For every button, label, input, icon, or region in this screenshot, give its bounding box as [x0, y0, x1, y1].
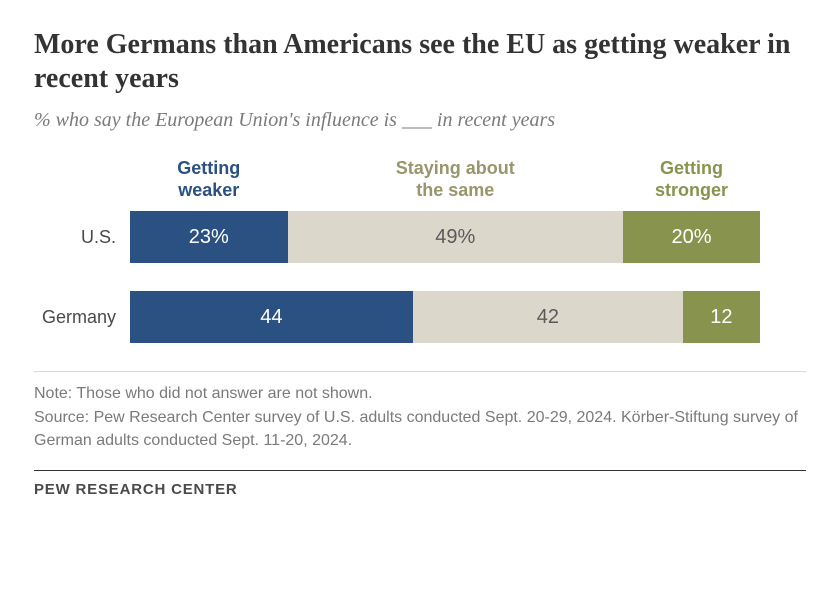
legend-item: Staying aboutthe same: [288, 158, 624, 201]
bar-segment: 23%: [130, 211, 288, 263]
row-label: U.S.: [34, 227, 130, 248]
bar-segment: 42: [413, 291, 683, 343]
bar-segment: 12: [683, 291, 760, 343]
bar-segment: 20%: [623, 211, 760, 263]
chart-note: Note: Those who did not answer are not s…: [34, 371, 806, 452]
bar-row: Germany444212: [130, 291, 760, 343]
bar-row: U.S.23%49%20%: [130, 211, 760, 263]
chart-title: More Germans than Americans see the EU a…: [34, 28, 806, 95]
bar-wrap: 444212: [130, 291, 760, 343]
legend-item: Gettingstronger: [623, 158, 760, 201]
legend-item: Gettingweaker: [130, 158, 288, 201]
row-label: Germany: [34, 307, 130, 328]
legend-row: GettingweakerStaying aboutthe sameGettin…: [130, 158, 760, 201]
bar-segment: 49%: [288, 211, 624, 263]
bar-wrap: 23%49%20%: [130, 211, 760, 263]
footer-attribution: PEW RESEARCH CENTER: [34, 470, 806, 498]
note-source: Source: Pew Research Center survey of U.…: [34, 409, 798, 449]
chart-area: GettingweakerStaying aboutthe sameGettin…: [130, 158, 760, 343]
note-line: Note: Those who did not answer are not s…: [34, 385, 373, 402]
chart-subtitle: % who say the European Union's influence…: [34, 109, 806, 132]
bar-segment: 44: [130, 291, 413, 343]
